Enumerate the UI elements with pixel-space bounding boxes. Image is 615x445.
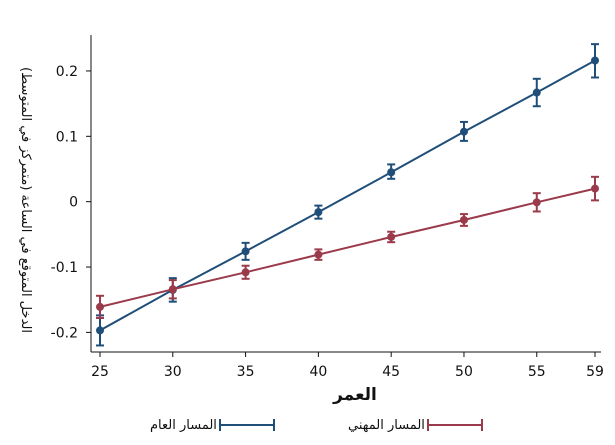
data-point-vocational <box>459 215 468 224</box>
data-point-general <box>96 326 104 335</box>
x-tick-label: 35 <box>237 364 255 380</box>
x-tick-label: 40 <box>309 364 327 380</box>
series-line-general <box>99 59 596 332</box>
y-tick-label: -0.2 <box>51 325 78 341</box>
x-tick-label: 50 <box>455 364 473 380</box>
y-tick-label: 0.2 <box>56 64 78 80</box>
legend-label-general: المسار العام <box>150 417 217 433</box>
legend-key-vocational <box>426 419 483 431</box>
x-axis-title: العمر <box>332 385 377 405</box>
y-tick-label: 0.1 <box>56 129 78 145</box>
plot-area: 25 30 35 40 45 50 55 59 0.2 0.1 0 -0.1 -0.2 <box>51 35 604 380</box>
data-point-general <box>241 247 250 256</box>
series-line-vocational <box>99 187 596 308</box>
x-tick-label: 45 <box>382 364 400 380</box>
x-tick-label: 25 <box>91 364 109 380</box>
x-tick-label: 30 <box>164 364 182 380</box>
data-point-general <box>591 56 599 65</box>
legend-key-general <box>218 419 275 431</box>
y-tick-label: -0.1 <box>51 260 78 276</box>
data-point-vocational <box>241 268 250 277</box>
data-point-vocational <box>532 198 541 207</box>
legend-item-general: المسار العام <box>150 410 275 440</box>
data-point-vocational <box>168 285 177 294</box>
x-tick-label: 55 <box>528 364 546 380</box>
data-point-vocational <box>314 250 323 259</box>
legend-item-vocational: المسار المهني <box>348 410 483 440</box>
data-point-general <box>459 127 468 136</box>
data-point-vocational <box>387 232 396 241</box>
data-point-general <box>387 168 396 177</box>
legend: المسار العام المسار المهني <box>0 410 615 440</box>
y-axis-title: الدخل المتوقع في الساعة (متمركز في المتو… <box>18 67 33 333</box>
data-point-general <box>314 208 323 217</box>
chart-canvas: 25 30 35 40 45 50 55 59 0.2 0.1 0 -0.1 -0.2 العمر ال… <box>18 35 604 405</box>
data-point-vocational <box>96 302 104 311</box>
legend-label-vocational: المسار المهني <box>348 417 425 433</box>
y-tick-label: 0 <box>69 195 78 211</box>
x-tick-label: 59 <box>586 364 604 380</box>
data-point-vocational <box>591 184 599 193</box>
data-point-general <box>532 88 541 97</box>
